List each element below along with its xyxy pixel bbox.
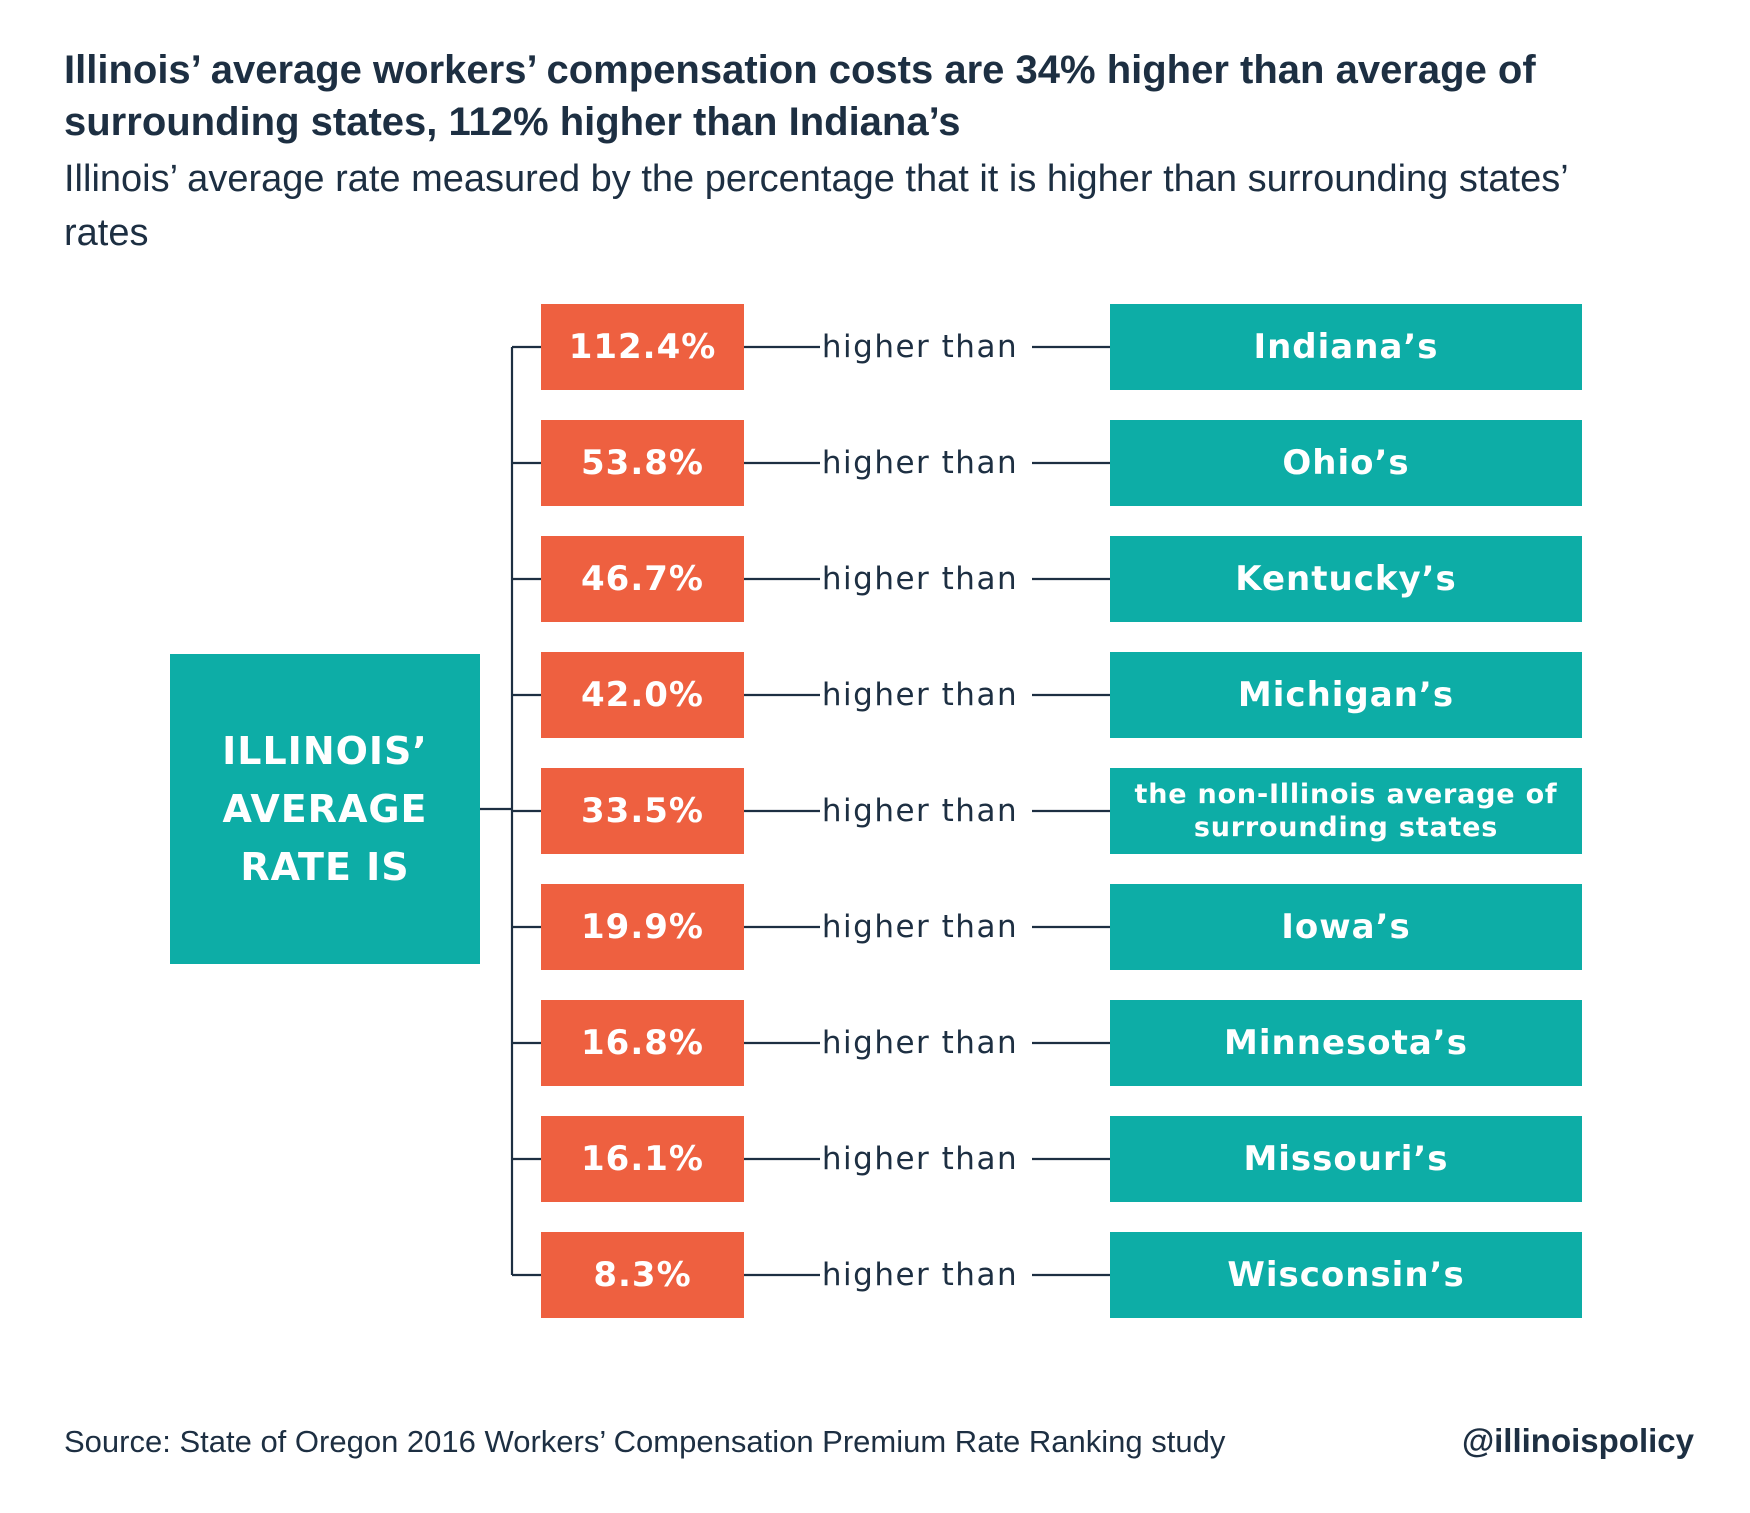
higher-than-label: higher than (821, 1257, 1019, 1293)
percent-box: 46.7% (541, 536, 744, 622)
state-box: Michigan’s (1110, 652, 1582, 738)
percent-box: 16.8% (541, 1000, 744, 1086)
comparison-row: 19.9% higher than Iowa’s (0, 884, 1750, 970)
percent-box: 8.3% (541, 1232, 744, 1318)
comparison-row: 8.3% higher than Wisconsin’s (0, 1232, 1750, 1318)
state-box: Wisconsin’s (1110, 1232, 1582, 1318)
state-box: Ohio’s (1110, 420, 1582, 506)
comparison-row: 42.0% higher than Michigan’s (0, 652, 1750, 738)
illinois-average-rate-box: ILLINOIS’ AVERAGE RATE IS (170, 654, 480, 964)
higher-than-label: higher than (821, 561, 1019, 597)
state-box: Iowa’s (1110, 884, 1582, 970)
state-box: Kentucky’s (1110, 536, 1582, 622)
comparison-row: 16.1% higher than Missouri’s (0, 1116, 1750, 1202)
higher-than-label: higher than (821, 909, 1019, 945)
higher-than-label: higher than (821, 445, 1019, 481)
higher-than-label: higher than (821, 1141, 1019, 1177)
comparison-row: 46.7% higher than Kentucky’s (0, 536, 1750, 622)
comparison-row: 112.4% higher than Indiana’s (0, 304, 1750, 390)
higher-than-label: higher than (821, 677, 1019, 713)
state-box: the non-Illinois average of surrounding … (1110, 768, 1582, 854)
state-box: Missouri’s (1110, 1116, 1582, 1202)
chart-subtitle: Illinois’ average rate measured by the p… (64, 158, 1568, 254)
higher-than-label: higher than (821, 1025, 1019, 1061)
percent-box: 16.1% (541, 1116, 744, 1202)
comparison-row: 33.5% higher than the non-Illinois avera… (0, 768, 1750, 854)
percent-box: 42.0% (541, 652, 744, 738)
higher-than-label: higher than (821, 793, 1019, 829)
higher-than-label: higher than (821, 329, 1019, 365)
comparison-row: 53.8% higher than Ohio’s (0, 420, 1750, 506)
state-box: Minnesota’s (1110, 1000, 1582, 1086)
percent-box: 112.4% (541, 304, 744, 390)
comparison-row: 16.8% higher than Minnesota’s (0, 1000, 1750, 1086)
percent-box: 19.9% (541, 884, 744, 970)
source-note: Source: State of Oregon 2016 Workers’ Co… (64, 1424, 1226, 1459)
percent-box: 53.8% (541, 420, 744, 506)
state-box: Indiana’s (1110, 304, 1582, 390)
percent-box: 33.5% (541, 768, 744, 854)
center-label: ILLINOIS’ AVERAGE RATE IS (222, 729, 428, 889)
chart-title: Illinois’ average workers’ compensation … (64, 48, 1536, 144)
social-handle: @illinoispolicy (1461, 1422, 1694, 1459)
